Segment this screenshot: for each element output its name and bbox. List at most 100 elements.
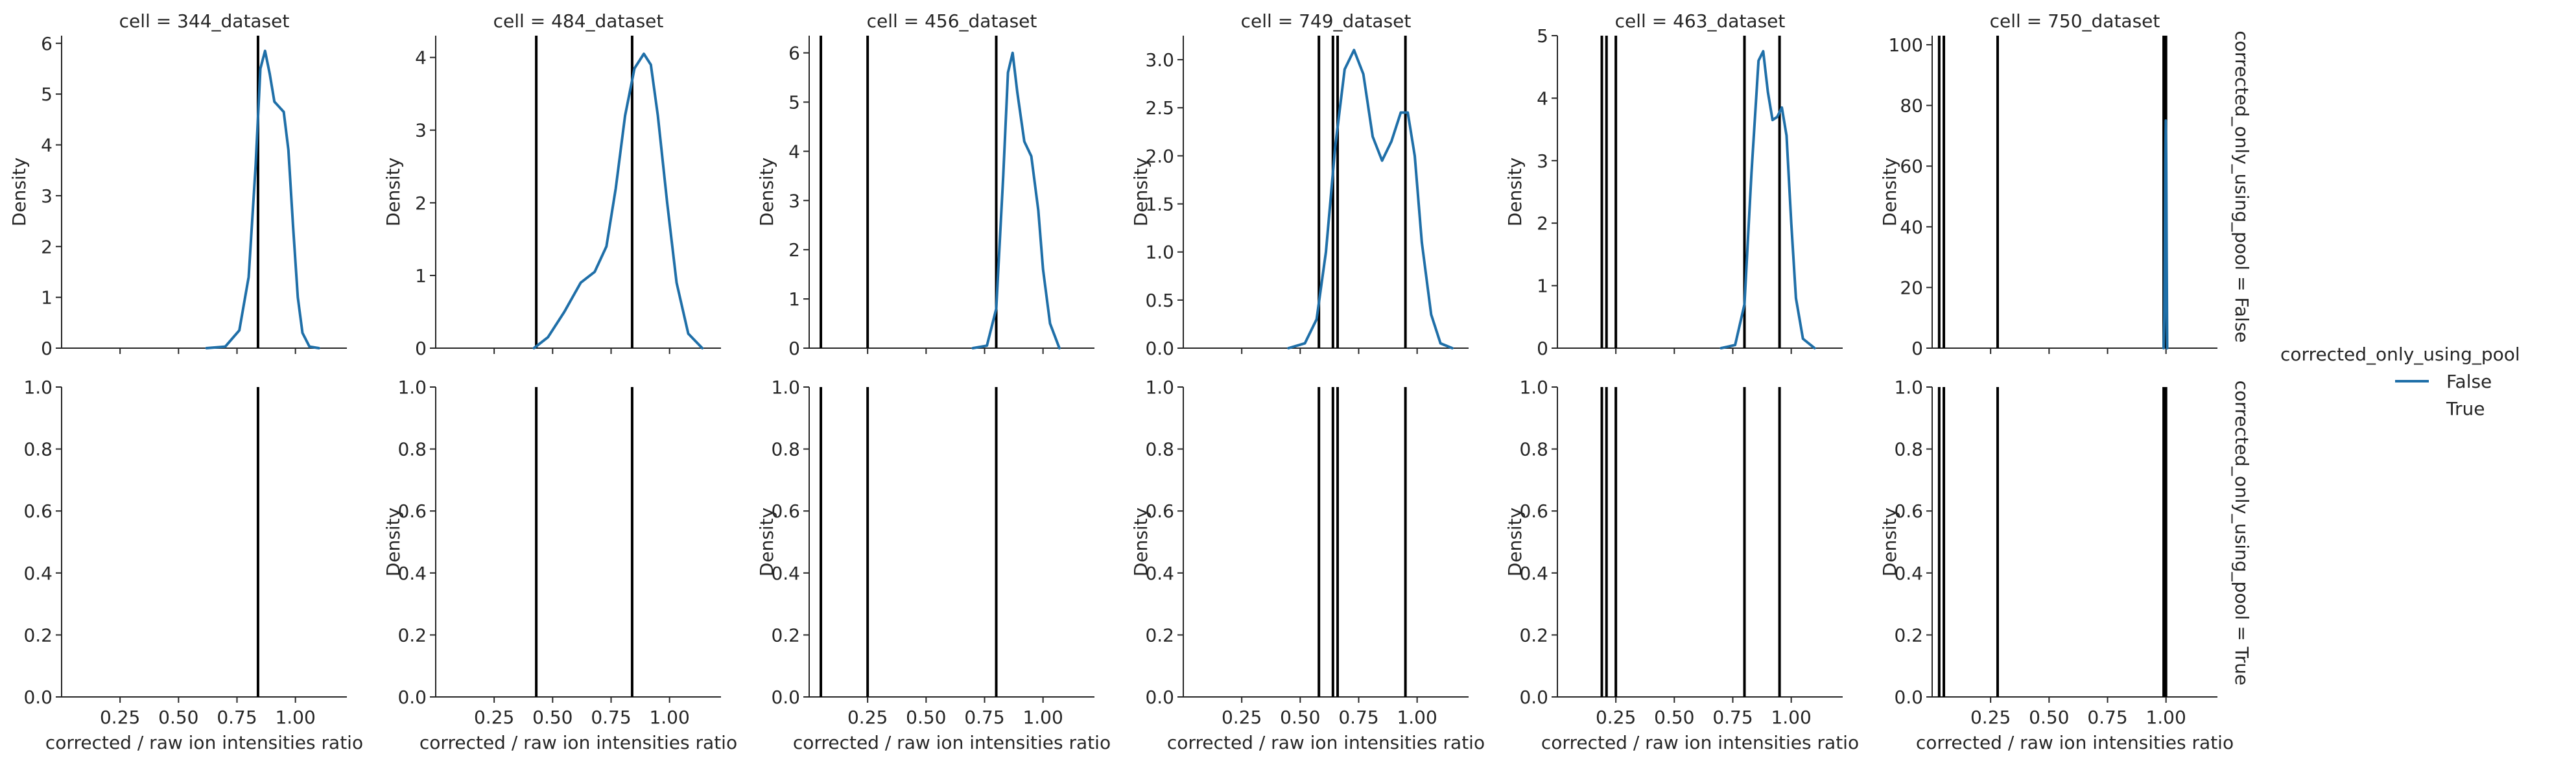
y-tick-label: 0.8 <box>1519 439 1548 460</box>
panel-column-5: cell = 463_dataset 0 1 2 3 4 5 Density 0.0 0.2 0.4… <box>1504 10 1859 753</box>
panels-layer: cell = 344_dataset0123456Density0.00.20.… <box>8 10 2234 753</box>
top-panel-3: 0 1 2 3 4 5 6 Density <box>756 36 1094 359</box>
kde-curve-false <box>205 49 320 349</box>
y-tick-label: 4 <box>788 141 800 162</box>
y-tick-label: 20 <box>1900 277 1923 298</box>
y-axis-label: Density <box>1130 508 1152 576</box>
x-tick-label: 0.50 <box>1280 707 1320 728</box>
x-tick-label: 1.00 <box>1022 707 1063 728</box>
kde-curve-false <box>971 51 1061 349</box>
y-tick-label: 0.4 <box>23 563 53 584</box>
y-tick-label: 5 <box>41 84 53 105</box>
y-tick-label: 1.5 <box>1145 194 1174 215</box>
panel-column-6: cell = 750_dataset020406080100Density0.0… <box>1879 10 2234 753</box>
y-tick-label: 0.2 <box>1145 624 1174 646</box>
panel-column-4: cell = 749_dataset 0.0 0.5 1.0 1.5 2.0 2.5 3.0 D… <box>1130 10 1485 753</box>
panel-column-3: cell = 456_dataset0123456Density0.00.20.… <box>756 10 1111 753</box>
x-axis-label: corrected / raw ion intensities ratio <box>1167 732 1485 753</box>
y-tick-label: 0.6 <box>1519 500 1548 522</box>
y-tick-label: 0.4 <box>1894 563 1923 584</box>
y-tick-label: 0 <box>1537 338 1548 359</box>
x-tick-label: 0.50 <box>532 707 573 728</box>
y-tick-label: 1.0 <box>1894 377 1923 398</box>
y-tick-label: 3 <box>1537 150 1548 172</box>
y-axis-label: Density <box>383 508 404 576</box>
y-tick-label: 0.0 <box>1894 687 1923 708</box>
y-tick-label: 1.0 <box>1519 377 1548 398</box>
x-tick-label: 0.50 <box>158 707 198 728</box>
y-tick-label: 0.0 <box>1145 687 1174 708</box>
y-tick-label: 0.0 <box>1145 338 1174 359</box>
y-tick-label: 0.0 <box>397 687 427 708</box>
y-tick-label: 3 <box>788 190 800 211</box>
y-tick-label: 0.2 <box>1519 624 1548 646</box>
x-tick-label: 0.75 <box>217 707 257 728</box>
x-tick-label: 1.00 <box>275 707 315 728</box>
top-panel-5: 0 1 2 3 4 5 Density <box>1504 25 1843 359</box>
y-axis-label: Density <box>1130 158 1152 226</box>
y-tick-label: 0.2 <box>23 624 53 646</box>
y-tick-label: 4 <box>41 135 53 156</box>
x-axis-label: corrected / raw ion intensities ratio <box>1541 732 1859 753</box>
y-axis-label: Density <box>1879 158 1900 226</box>
y-tick-label: 0.6 <box>1145 500 1174 522</box>
legend: corrected_only_using_pool False True <box>2280 344 2520 419</box>
y-tick-label: 80 <box>1900 95 1923 117</box>
legend-title: corrected_only_using_pool <box>2280 344 2520 365</box>
y-tick-label: 0.8 <box>1894 439 1923 460</box>
panel-title: cell = 750_dataset <box>1990 10 2160 32</box>
x-tick-label: 0.75 <box>2087 707 2127 728</box>
top-panel-2: 0 1 2 3 4 Density <box>383 36 721 359</box>
y-tick-label: 5 <box>1537 25 1548 47</box>
y-tick-label: 1 <box>1537 276 1548 297</box>
x-tick-label: 0.50 <box>2029 707 2069 728</box>
y-tick-label: 0.8 <box>23 439 53 460</box>
x-tick-label: 0.25 <box>1596 707 1636 728</box>
y-tick-label: 0.6 <box>23 500 53 522</box>
y-tick-label: 5 <box>788 91 800 113</box>
y-tick-label: 1.0 <box>23 377 53 398</box>
row-labels: corrected_only_using_pool = False correc… <box>2231 30 2252 685</box>
y-tick-label: 3 <box>41 185 53 207</box>
x-tick-label: 0.25 <box>1970 707 2011 728</box>
x-tick-label: 0.25 <box>100 707 140 728</box>
bottom-panel-2: 0.0 0.2 0.4 0.6 0.8 1.0 0.25 0.50 0.75 1.00 Densit… <box>383 377 737 753</box>
panel-title: cell = 463_dataset <box>1615 10 1786 32</box>
x-tick-label: 0.75 <box>964 707 1004 728</box>
x-tick-label: 0.75 <box>1338 707 1378 728</box>
y-tick-label: 0 <box>1911 338 1923 359</box>
y-tick-label: 1 <box>41 287 53 309</box>
bottom-panel-5: 0.0 0.2 0.4 0.6 0.8 1.0 0.25 0.50 0.75 1.00 Densit… <box>1504 377 1859 753</box>
x-tick-label: 0.25 <box>1222 707 1262 728</box>
y-tick-label: 0.4 <box>1145 563 1174 584</box>
y-axis-label: Density <box>756 508 777 576</box>
y-tick-label: 0.6 <box>771 500 800 522</box>
x-axis-label: corrected / raw ion intensities ratio <box>793 732 1111 753</box>
bottom-panel-3: 0.0 0.2 0.4 0.6 0.8 1.0 0.25 0.50 0.75 1.00 Densit… <box>756 377 1111 753</box>
y-tick-label: 2.0 <box>1145 145 1174 167</box>
top-panel-6: 0 20 40 60 80 100 Density <box>1879 34 2217 359</box>
y-axis-label: Density <box>1504 508 1526 576</box>
panel-title: cell = 344_dataset <box>119 10 290 32</box>
x-tick-label: 0.50 <box>1654 707 1694 728</box>
y-tick-label: 0 <box>41 338 53 359</box>
y-tick-label: 0.5 <box>1145 290 1174 311</box>
bottom-panel-4: 0.0 0.2 0.4 0.6 0.8 1.0 0.25 0.50 0.75 1.00 Densit… <box>1130 377 1485 753</box>
row-label-top: corrected_only_using_pool = False <box>2231 30 2252 342</box>
panel-column-2: cell = 484_dataset01234Density0.00.20.40… <box>383 10 737 753</box>
y-tick-label: 0.2 <box>397 624 427 646</box>
panel-title: cell = 484_dataset <box>493 10 664 32</box>
y-tick-label: 2 <box>415 193 427 214</box>
y-tick-label: 0 <box>788 338 800 359</box>
y-tick-label: 1.0 <box>397 377 427 398</box>
kde-curve-false <box>532 53 704 349</box>
x-tick-label: 1.00 <box>1397 707 1437 728</box>
legend-label-false: False <box>2446 371 2492 392</box>
top-panel-4: 0.0 0.5 1.0 1.5 2.0 2.5 3.0 Density <box>1130 36 1469 359</box>
y-tick-label: 60 <box>1900 156 1923 177</box>
x-tick-label: 1.00 <box>649 707 689 728</box>
top-panel-1: 0 1 2 3 4 5 6 Density <box>8 33 347 359</box>
y-tick-label: 4 <box>1537 88 1548 109</box>
x-axis-label: corrected / raw ion intensities ratio <box>45 732 363 753</box>
y-tick-label: 2 <box>788 239 800 261</box>
